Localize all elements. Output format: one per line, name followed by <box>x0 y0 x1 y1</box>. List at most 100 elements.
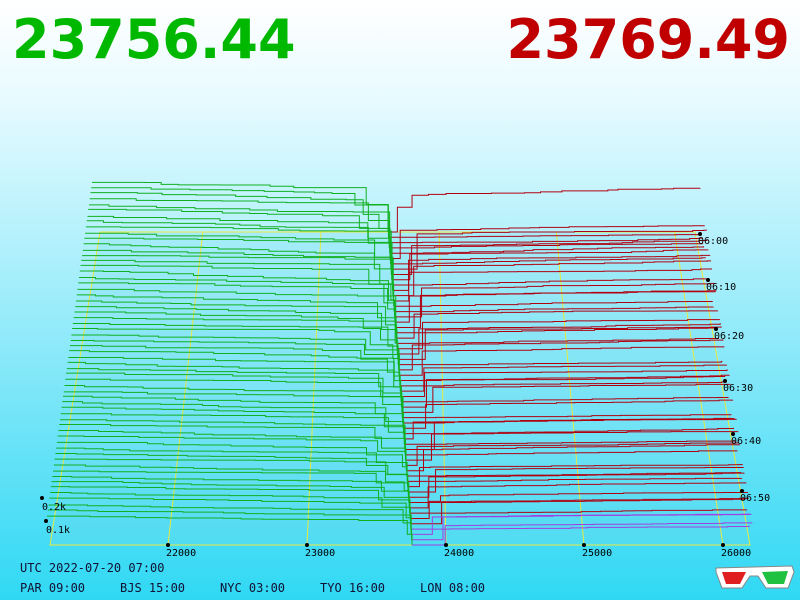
price-grid-line <box>306 231 322 546</box>
ask-depth-line <box>396 319 720 350</box>
ask-depth-line <box>392 278 710 286</box>
bid-depth-line <box>50 486 411 519</box>
ask-depth-line <box>405 450 738 456</box>
bid-depth-line <box>71 334 400 376</box>
bid-depth-line <box>62 401 405 439</box>
time-tick-label: 06:00 <box>698 236 728 247</box>
ask-depth-line <box>397 323 721 355</box>
ask-depth-line <box>389 246 705 254</box>
bid-depth-line <box>88 208 391 259</box>
bid-depth-line <box>72 327 400 370</box>
bid-depth-line <box>59 419 406 455</box>
bid-depth-line <box>61 406 405 445</box>
bid-depth-line <box>92 181 389 232</box>
ask-depth-line <box>391 249 709 281</box>
bid-price: 23756.44 <box>12 8 296 71</box>
ask-depth-line <box>408 472 745 498</box>
price-tick-label: 25000 <box>582 548 612 559</box>
bid-depth-line <box>84 237 393 286</box>
ask-depth-line <box>396 337 720 344</box>
ask-depth-line <box>388 233 702 238</box>
ask-depth-line <box>398 360 723 366</box>
time-tick-label: 06:30 <box>723 383 753 394</box>
3d-glasses-icon[interactable] <box>715 565 795 589</box>
bid-depth-line <box>59 424 406 461</box>
ask-depth-line <box>395 290 717 328</box>
bid-depth-line <box>79 270 396 317</box>
price-tick <box>582 543 586 547</box>
zone-time: BJS 15:00 <box>120 581 185 595</box>
time-tick-label: 06:20 <box>714 331 744 342</box>
ask-depth-line <box>400 369 728 397</box>
time-tick-label: 06:40 <box>731 436 761 447</box>
time-tick-label: 06:50 <box>740 493 770 504</box>
bid-depth-line <box>81 259 395 307</box>
zone-time: LON 08:00 <box>420 581 485 595</box>
ask-depth-line <box>388 187 701 233</box>
bid-depth-line <box>85 232 393 280</box>
ask-depth-line <box>409 482 747 509</box>
green-lens <box>762 571 788 584</box>
bid-depth-line <box>76 294 397 339</box>
ask-depth-line <box>391 240 708 275</box>
ask-depth-line <box>393 268 712 302</box>
bid-depth-line <box>47 509 413 540</box>
bid-depth-line <box>73 317 399 360</box>
ask-depth-line <box>409 492 749 519</box>
bid-depth-line <box>69 350 401 392</box>
ask-depth-line <box>390 257 706 265</box>
bid-depth-line <box>55 452 409 487</box>
ask-depth-line <box>398 346 725 376</box>
bid-depth-line <box>68 356 402 397</box>
bid-depth-line <box>58 429 407 466</box>
ask-depth-line <box>403 399 734 429</box>
bid-depth-line <box>63 395 404 434</box>
price-tick-label: 23000 <box>305 548 335 559</box>
bid-depth-line <box>86 220 392 270</box>
time-tick <box>706 278 710 282</box>
ask-depth-line <box>409 509 748 514</box>
bid-depth-line <box>88 204 391 254</box>
bid-depth-line <box>47 515 413 545</box>
ask-depth-line <box>406 444 741 472</box>
ask-depth-line <box>408 498 746 504</box>
bid-depth-line <box>56 441 408 477</box>
bid-depth-line <box>75 306 398 349</box>
bid-depth-line <box>74 311 398 355</box>
time-tick-label: 06:10 <box>706 282 736 293</box>
ask-depth-line <box>394 306 714 313</box>
ask-depth-line <box>400 364 727 392</box>
ask-depth-line <box>389 243 704 249</box>
bid-depth-line <box>83 243 393 291</box>
time-tick <box>698 232 702 236</box>
bid-depth-line <box>80 264 395 312</box>
price-tick-label: 22000 <box>166 548 196 559</box>
bid-depth-line <box>56 447 408 482</box>
bid-depth-line <box>89 198 390 248</box>
bid-depth-line <box>63 391 404 429</box>
bid-depth-line <box>49 497 412 530</box>
price-tick-label: 26000 <box>721 548 751 559</box>
bid-depth-line <box>79 277 396 323</box>
ask-depth-line <box>402 414 732 419</box>
time-tick <box>740 489 744 493</box>
bid-depth-line <box>72 322 399 365</box>
ask-depth-line <box>390 229 707 270</box>
bid-depth-line <box>90 192 390 243</box>
bid-depth-line <box>67 361 402 402</box>
ask-depth-line <box>401 383 731 413</box>
time-zones: PAR 09:00 BJS 15:00 NYC 03:00 TYO 16:00 LON … <box>20 581 485 595</box>
ask-depth-line <box>405 431 739 461</box>
time-tick <box>714 327 718 331</box>
bid-depth-line <box>50 492 411 524</box>
ask-depth-line <box>390 225 705 260</box>
bid-depth-line <box>53 470 410 503</box>
ask-depth-line <box>392 260 712 297</box>
bid-depth-line <box>52 475 410 508</box>
bid-depth-line <box>54 458 409 492</box>
bid-depth-line <box>53 464 409 498</box>
depth-tick-label: 0.1k <box>46 525 70 536</box>
ask-depth-line <box>404 418 737 451</box>
bid-depth-line <box>65 378 403 418</box>
